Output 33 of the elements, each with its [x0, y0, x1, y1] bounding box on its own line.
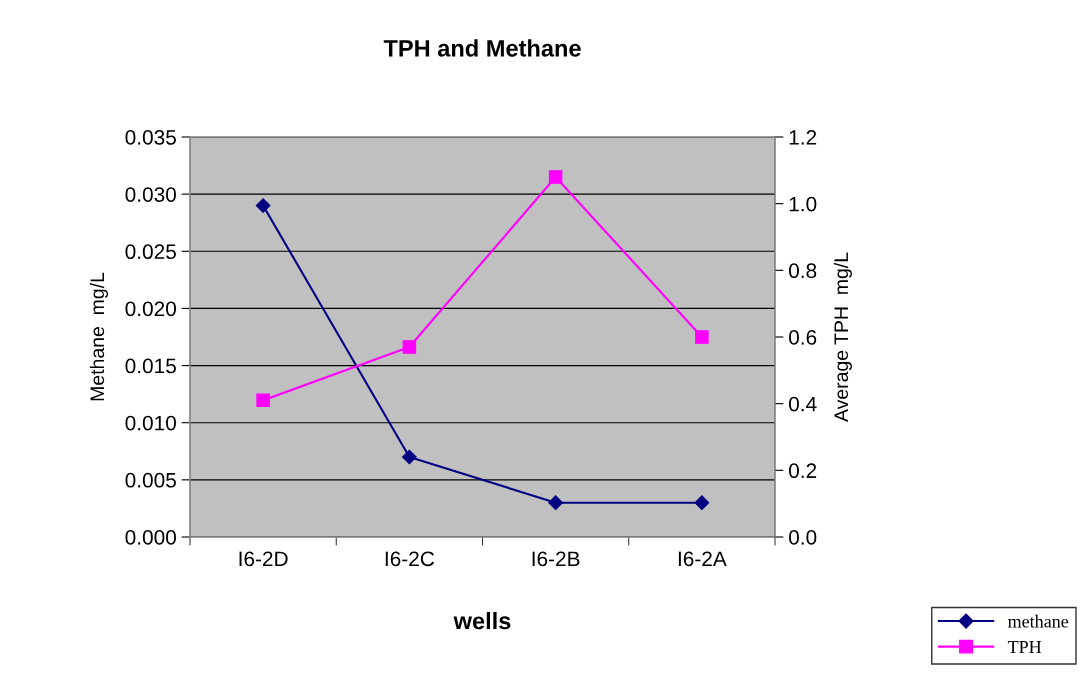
y2-tick-label: 0.0 [789, 530, 817, 545]
y-tick-label: 0.015 [125, 358, 176, 374]
y-tick-label: 0.005 [125, 472, 176, 488]
point [694, 495, 710, 511]
y-tick-label: 0.030 [125, 187, 176, 202]
y2-tick-label: 1.2 [789, 130, 817, 145]
y-tick-label: 0.025 [125, 244, 176, 260]
y2-tick-label: 0.4 [789, 396, 817, 412]
x-tick-label: I6-2B [532, 551, 580, 567]
legend-label: methane [1007, 614, 1069, 628]
point [548, 495, 564, 511]
point [548, 170, 563, 184]
y-tick-label: 0.035 [125, 130, 176, 145]
y-tick-label: 0.000 [125, 530, 176, 545]
y2-tick-label: 0.6 [789, 330, 817, 345]
x-tick-label: I6-2A [678, 551, 727, 567]
point [695, 330, 709, 344]
y2-tick-label: 0.8 [789, 263, 817, 279]
point [255, 198, 271, 213]
y-tick-label: 0.020 [125, 301, 176, 317]
point [401, 449, 417, 465]
y-tick-label: 0.010 [125, 415, 176, 431]
x-tick-label: I6-2D [239, 551, 288, 567]
y2-tick-label: 0.2 [789, 463, 817, 479]
x-axis-title: wells [453, 611, 511, 630]
y2-tick-label: 1.0 [789, 196, 817, 212]
y-axis-title: Methane mg/L [89, 272, 109, 401]
point [256, 393, 270, 408]
chart-title: TPH and Methane [383, 39, 581, 57]
y2-axis-title: Average TPH mg/L [833, 252, 852, 422]
point [402, 340, 417, 354]
legend-label: TPH [1007, 641, 1042, 653]
x-tick-label: I6-2C [385, 551, 435, 567]
